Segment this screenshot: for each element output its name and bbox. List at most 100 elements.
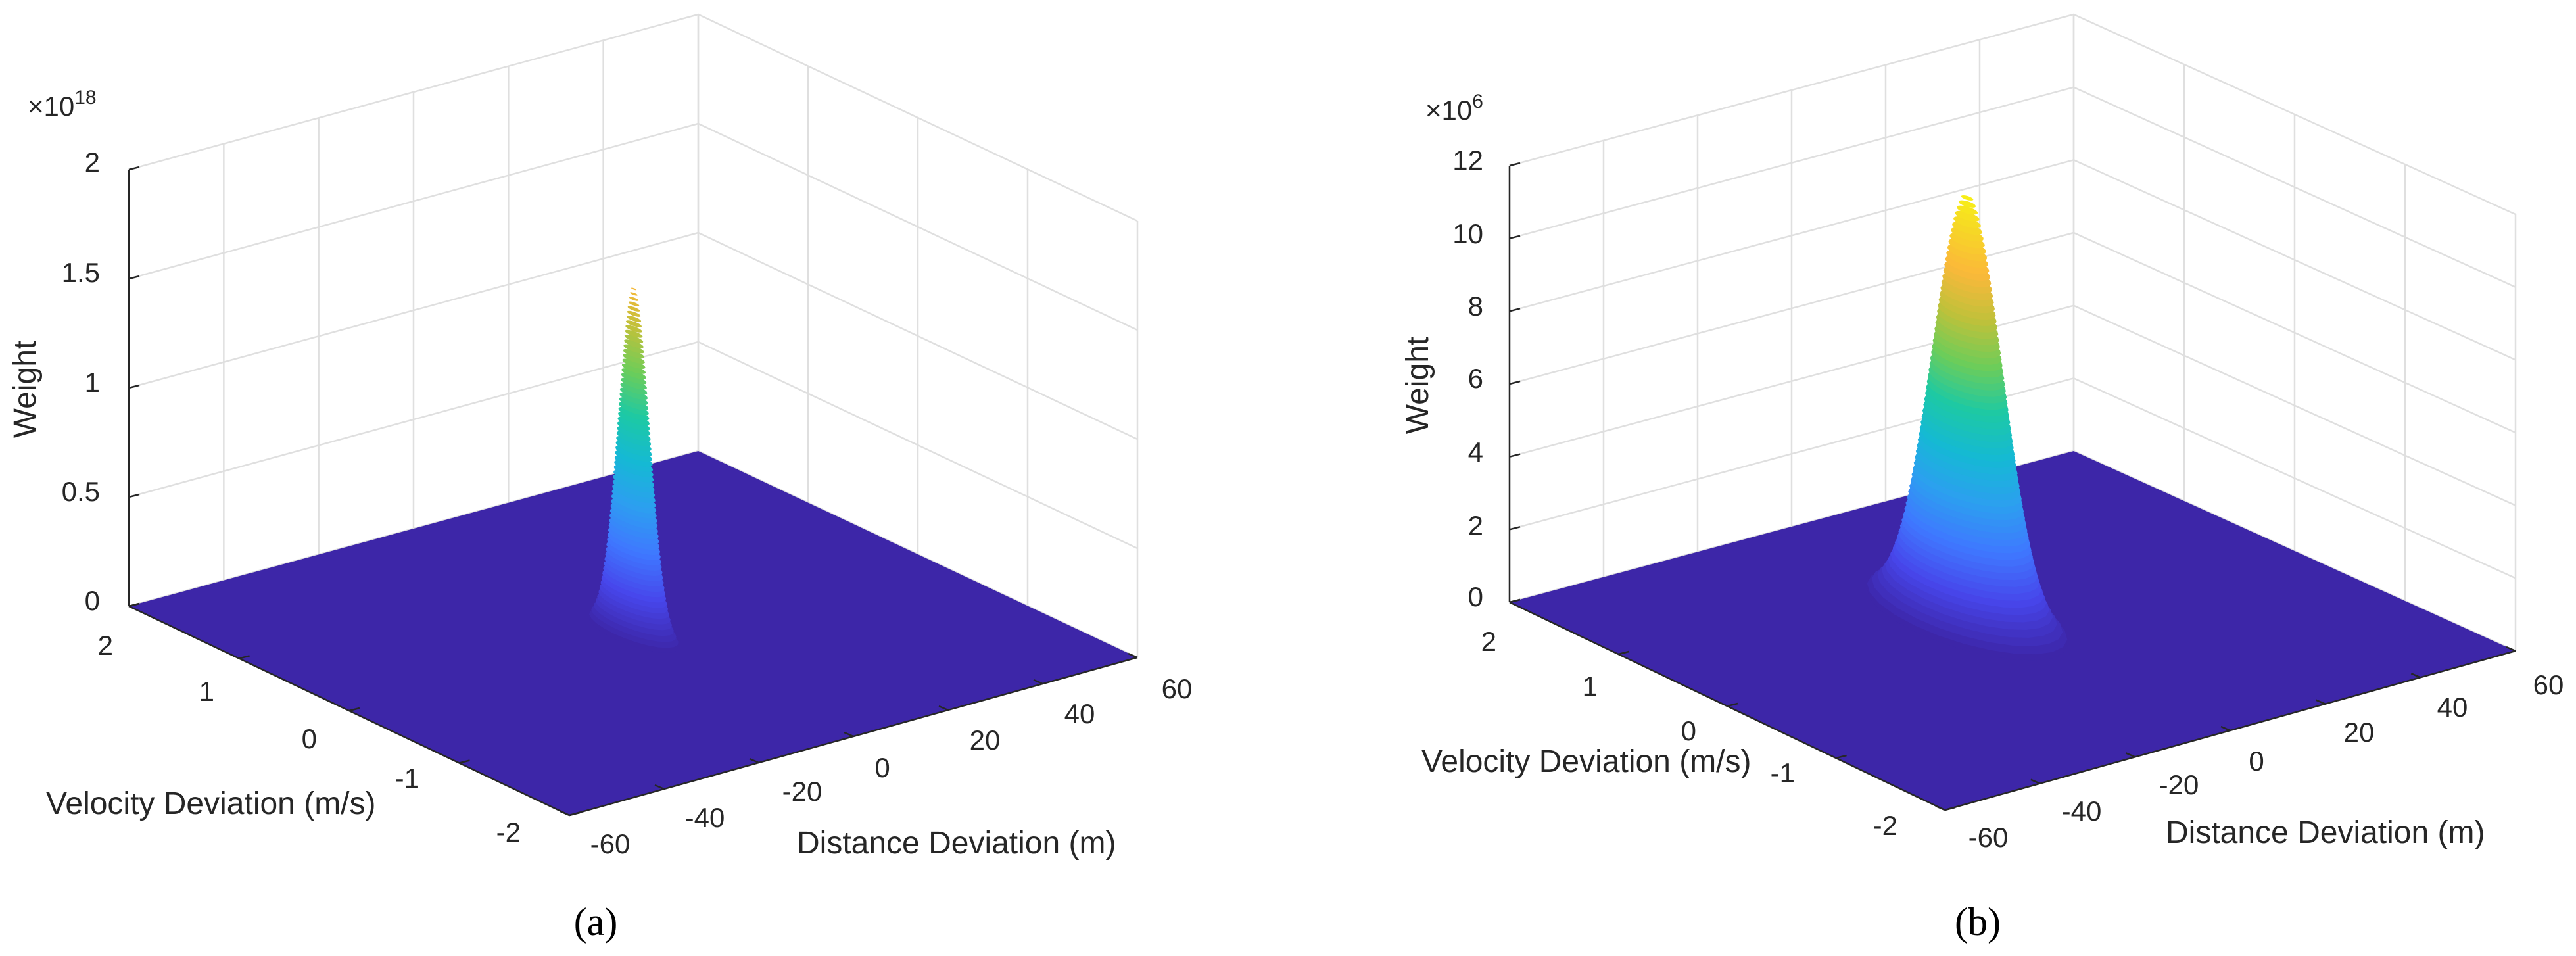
surface-level: [1955, 210, 1980, 222]
x-tick-label: -20: [2159, 769, 2199, 800]
z-tick-labels: 0 0.5 1 1.5 2: [62, 147, 100, 616]
surface-level: [629, 297, 639, 301]
x-tick-label: 20: [2344, 717, 2375, 748]
z-tick-label: 8: [1468, 291, 1483, 322]
z-grid-line: [1509, 13, 2516, 216]
x-tick-label: 40: [1064, 698, 1095, 729]
y-axis-label: Velocity Deviation (m/s): [46, 786, 376, 821]
z-tick-label: 4: [1468, 437, 1483, 467]
surface-level: [623, 348, 645, 359]
surface-level: [618, 412, 650, 426]
z-tick-mark: [128, 493, 140, 498]
surface-peak: [1867, 195, 2068, 661]
surface-level: [626, 320, 642, 327]
surface-level: [626, 316, 642, 322]
x-tick-label: -60: [590, 828, 631, 859]
surface-level: [1958, 200, 1976, 208]
y-tick-mark: [569, 811, 581, 817]
y-tick-label: -2: [1873, 810, 1897, 841]
z-tick-label: 1.5: [62, 257, 100, 288]
x-tick-mark: [2410, 673, 2421, 679]
x-tick-mark: [2125, 752, 2135, 758]
surface-level: [623, 354, 645, 364]
z-tick-label: 0: [1468, 581, 1483, 612]
x-tick-mark: [560, 810, 570, 817]
y-tick-label: 0: [1681, 715, 1696, 746]
x-tick-label: -20: [782, 776, 823, 807]
y-tick-label: -1: [1771, 757, 1795, 788]
surface-level: [1956, 205, 1978, 215]
z-tick-label: 1: [85, 367, 100, 398]
x-tick-label: 60: [1162, 673, 1193, 704]
surface-level: [1951, 227, 1984, 242]
surface-level: [1953, 216, 1981, 228]
y-tick-mark: [1836, 754, 1847, 759]
x-tick-label: 0: [874, 752, 890, 783]
surface-level: [620, 383, 648, 395]
y-tick-labels: -2 -1 0 1 2: [1481, 626, 1897, 841]
y-tick-label: 2: [98, 630, 113, 661]
tick-marks: [1509, 162, 2516, 811]
y-tick-label: -1: [395, 763, 419, 794]
x-tick-mark: [1935, 805, 1945, 811]
z-tick-label: 6: [1468, 363, 1483, 394]
y-tick-mark: [128, 602, 140, 608]
surface-level: [619, 387, 648, 400]
surface-level: [621, 368, 646, 379]
surface-level: [630, 292, 638, 296]
x-axis-label: Distance Deviation (m): [2166, 815, 2485, 850]
surface-level: [621, 373, 647, 385]
z-tick-mark: [1509, 162, 1521, 167]
z-tick-label: 0.5: [62, 476, 100, 507]
surface-level: [624, 339, 644, 348]
y-tick-mark: [459, 759, 470, 764]
y-axis-label: Velocity Deviation (m/s): [1421, 744, 1752, 779]
x-tick-mark: [1128, 652, 1138, 659]
surface-level: [1961, 195, 1974, 201]
x-tick-mark: [2030, 778, 2041, 784]
z-tick-label: 2: [85, 147, 100, 178]
z-tick-mark: [1509, 235, 1521, 239]
y-tick-mark: [1509, 598, 1521, 604]
panel-a: 0 0.5 1 1.5 2 ×1018 -60 -40 -20 0 20 40 …: [8, 13, 1193, 944]
y-tick-labels: -2 -1 0 1 2: [98, 630, 521, 848]
x-axis-label: Distance Deviation (m): [797, 826, 1116, 861]
surface-level: [631, 287, 637, 291]
panel-b: 0 2 4 6 8 10 12 ×106 -60 -40 -20 0 20 40…: [1400, 13, 2564, 944]
z-grid-line: [1509, 231, 2516, 434]
tick-marks: [128, 166, 1138, 817]
x-tick-labels: -60 -40 -20 0 20 40 60: [1968, 669, 2564, 853]
surface-level: [628, 301, 640, 306]
x-tick-label: -60: [1968, 822, 2009, 853]
x-tick-label: -40: [2062, 796, 2102, 826]
z-grid-line: [128, 13, 1138, 222]
x-tick-label: 0: [2249, 746, 2264, 777]
x-tick-mark: [2506, 646, 2516, 652]
caption-a: (a): [574, 900, 618, 944]
y-tick-label: 1: [1583, 671, 1598, 702]
z-tick-label: 2: [1468, 510, 1483, 541]
z-tick-mark: [1509, 526, 1521, 531]
x-tick-label: 40: [2437, 692, 2468, 723]
z-exponent-label: ×1018: [28, 87, 97, 122]
y-tick-mark: [239, 655, 250, 659]
x-tick-label: 20: [970, 725, 1001, 755]
y-tick-label: 1: [199, 676, 214, 707]
x-tick-mark: [2220, 725, 2231, 732]
surface-level: [619, 392, 648, 405]
z-axis-label: Weight: [1400, 337, 1435, 435]
surface-level: [627, 310, 641, 317]
y-tick-label: 2: [1481, 626, 1496, 657]
surface-level: [618, 406, 650, 421]
x-tick-labels: -60 -40 -20 0 20 40 60: [590, 673, 1193, 859]
x-tick-mark: [844, 731, 854, 738]
surface-peak: [589, 287, 679, 654]
y-tick-label: -2: [496, 817, 521, 848]
z-tick-label: 10: [1452, 218, 1483, 249]
surface-level: [624, 335, 644, 343]
z-tick-mark: [1509, 308, 1521, 312]
y-tick-mark: [348, 707, 360, 712]
x-tick-mark: [2316, 699, 2326, 705]
y-tick-mark: [1618, 650, 1629, 656]
